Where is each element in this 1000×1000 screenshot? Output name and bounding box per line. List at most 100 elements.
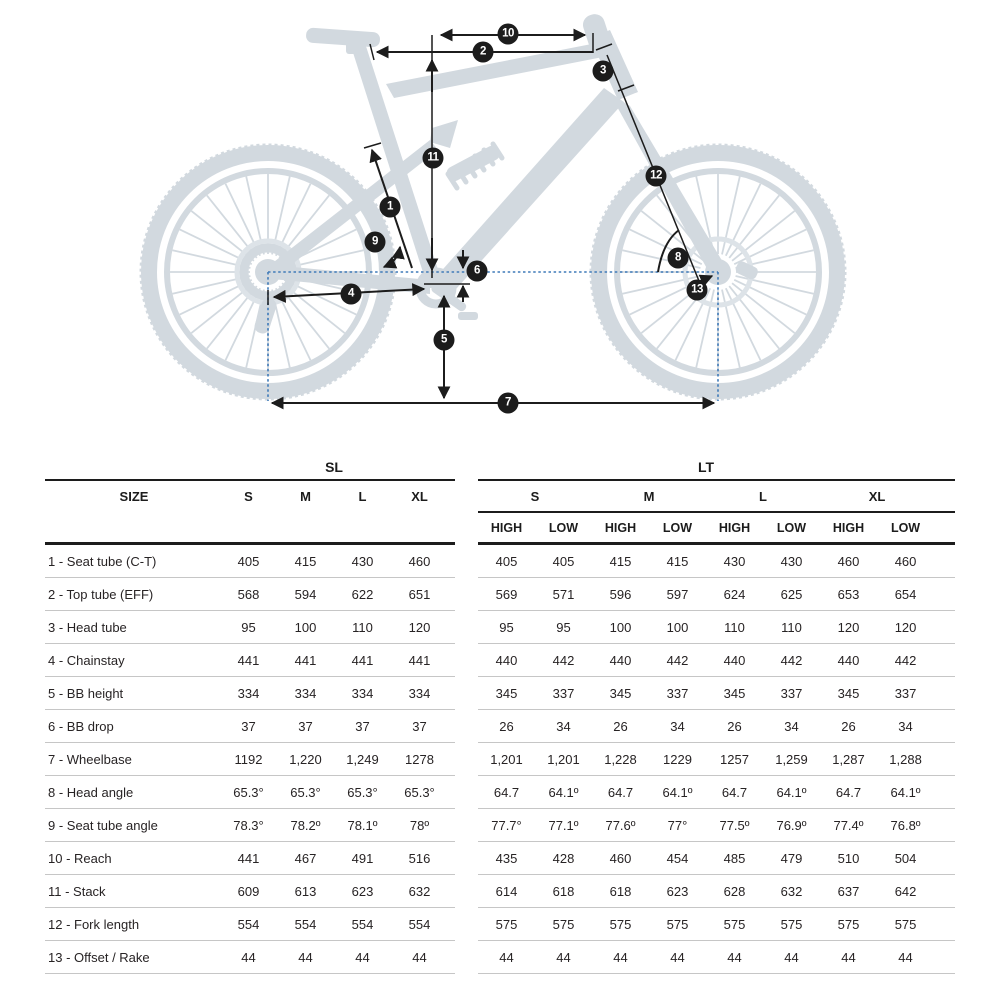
lt-value: 64.1º	[763, 776, 820, 809]
row-label: 10 - Reach	[45, 842, 220, 875]
table-row: 26 34 26 34 26 34 26 34	[478, 710, 956, 743]
spacer-cell	[934, 842, 956, 875]
lt-value: 64.7	[820, 776, 877, 809]
table-row: HIGH LOW HIGH LOW HIGH LOW HIGH LOW	[478, 513, 956, 545]
sl-value: 1,249	[334, 743, 391, 776]
lt-value: 120	[820, 611, 877, 644]
sl-value: 78.1º	[334, 809, 391, 842]
spacer-cell	[934, 578, 956, 611]
callout-badge-3: 3	[592, 60, 614, 82]
lt-value: 44	[535, 941, 592, 974]
lt-value: 1,288	[877, 743, 935, 776]
callout-badge-8: 8	[667, 247, 689, 269]
sl-value: 430	[334, 545, 391, 578]
table-row: 345 337 345 337 345 337 345 337	[478, 677, 956, 710]
table-row: 10 - Reach 441 467 491 516	[45, 842, 456, 875]
seat-clamp	[346, 42, 360, 54]
sl-value: 78.3°	[220, 809, 277, 842]
saddle	[306, 27, 380, 48]
sl-value: 44	[391, 941, 449, 974]
lt-value: 405	[478, 545, 535, 578]
spacer-cell	[448, 481, 455, 513]
spacer-cell	[934, 743, 956, 776]
spacer-cell	[448, 743, 456, 776]
spacer-cell	[448, 611, 456, 644]
table-row: S M L XL	[478, 481, 956, 513]
spacer-cell	[448, 776, 456, 809]
spacer-cell	[934, 644, 956, 677]
lt-value: 430	[763, 545, 820, 578]
lt-value: 64.7	[706, 776, 763, 809]
lt-value: 430	[706, 545, 763, 578]
spacer-cell	[934, 481, 956, 513]
sl-value: 1,220	[277, 743, 334, 776]
lt-value: 26	[820, 710, 877, 743]
lt-value: 345	[820, 677, 877, 710]
callout-badge-11: 11	[422, 147, 444, 169]
sl-size-col-header: L	[358, 488, 367, 504]
sl-value: 609	[220, 875, 277, 908]
lt-value: 623	[649, 875, 706, 908]
top-tube	[386, 42, 608, 98]
spoke	[724, 183, 762, 257]
callout-badge-5: 5	[433, 329, 455, 351]
lt-value: 618	[592, 875, 649, 908]
lt-value: 345	[592, 677, 649, 710]
lt-group-title: LT	[478, 455, 935, 481]
brake-caliper	[735, 261, 758, 280]
lt-value: 1,201	[478, 743, 535, 776]
table-row: 5 - BB height 334 334 334 334	[45, 677, 456, 710]
sl-value: 632	[391, 875, 449, 908]
lt-value: 596	[592, 578, 649, 611]
lt-value: 77.7°	[478, 809, 535, 842]
sl-value: 568	[220, 578, 277, 611]
callout-badge-4: 4	[340, 283, 362, 305]
spacer-cell	[448, 644, 456, 677]
high-low-header: LOW	[763, 513, 820, 545]
lt-value: 415	[592, 545, 649, 578]
reference-dashed-lines	[267, 271, 719, 401]
high-low-header: LOW	[535, 513, 592, 545]
pedal	[458, 312, 478, 320]
lt-value: 479	[763, 842, 820, 875]
spacer-cell	[934, 908, 956, 941]
sl-value: 441	[220, 842, 277, 875]
sl-size-col-header: XL	[411, 488, 428, 504]
lt-value: 575	[535, 908, 592, 941]
lt-value: 442	[535, 644, 592, 677]
sl-value: 110	[334, 611, 391, 644]
spacer-cell	[934, 941, 956, 974]
sl-value: 65.3°	[220, 776, 277, 809]
row-label: 13 - Offset / Rake	[45, 941, 220, 974]
lt-value: 34	[535, 710, 592, 743]
lt-value: 440	[592, 644, 649, 677]
sl-value: 37	[391, 710, 449, 743]
lt-value: 624	[706, 578, 763, 611]
high-low-header: HIGH	[592, 513, 649, 545]
table-row: 9 - Seat tube angle 78.3° 78.2º 78.1º 78º	[45, 809, 456, 842]
spacer-cell	[448, 455, 456, 481]
lt-value: 44	[592, 941, 649, 974]
lt-value: 100	[649, 611, 706, 644]
down-tube	[428, 88, 624, 298]
lt-value: 1229	[649, 743, 706, 776]
sl-value: 460	[391, 545, 449, 578]
row-label: 4 - Chainstay	[45, 644, 220, 677]
sl-value: 65.3°	[391, 776, 449, 809]
lt-value: 64.7	[478, 776, 535, 809]
lt-value: 440	[706, 644, 763, 677]
sl-value: 441	[391, 644, 449, 677]
sl-value: 334	[334, 677, 391, 710]
row-label: 2 - Top tube (EFF)	[45, 578, 220, 611]
head-tube-bottom-tick	[617, 84, 635, 92]
high-low-header: LOW	[649, 513, 706, 545]
sl-value: 65.3°	[334, 776, 391, 809]
lt-value: 44	[877, 941, 935, 974]
sl-value: 37	[277, 710, 334, 743]
spoke	[731, 210, 796, 262]
spacer-cell	[934, 455, 956, 481]
table-row: 12 - Fork length 554 554 554 554	[45, 908, 456, 941]
lt-value: 428	[535, 842, 592, 875]
row-label: 3 - Head tube	[45, 611, 220, 644]
